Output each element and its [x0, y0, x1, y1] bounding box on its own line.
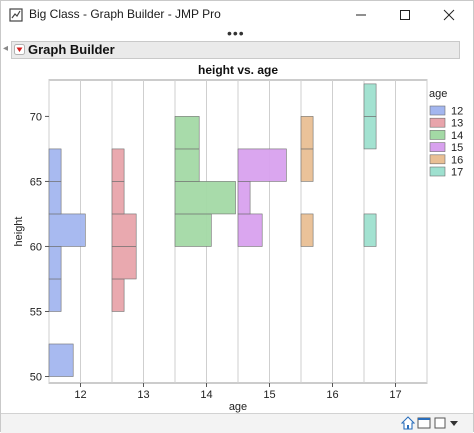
maximize-icon	[400, 10, 410, 20]
histogram-bar-12	[48, 181, 62, 215]
more-options-button[interactable]: •••	[227, 25, 245, 41]
y-axis-label: height	[13, 217, 25, 247]
outline-collapse-arrow[interactable]: ◂	[3, 43, 9, 54]
outline-title[interactable]: Graph Builder	[28, 42, 115, 57]
home-icon[interactable]	[401, 416, 415, 430]
legend-swatch	[429, 142, 446, 152]
legend-label: 17	[451, 167, 463, 179]
histogram-bar-17	[363, 83, 377, 117]
histogram-bar-12	[48, 213, 86, 247]
outline-header	[11, 41, 460, 59]
x-tick-label: 14	[200, 389, 212, 401]
chart-title: height vs. age	[198, 63, 278, 77]
legend-swatch	[429, 105, 446, 116]
histogram-bar-15	[237, 213, 263, 247]
histogram-bar-14	[174, 148, 200, 182]
maximize-button[interactable]	[383, 1, 427, 29]
x-axis-label: age	[229, 401, 247, 413]
legend-swatch	[429, 117, 446, 128]
histogram-bar-13	[111, 278, 125, 312]
histogram-bar-14	[174, 116, 200, 150]
x-tick-label: 16	[326, 389, 338, 401]
legend-swatch	[429, 130, 446, 140]
y-tick-label: 65	[30, 176, 42, 188]
legend-label: 15	[451, 142, 463, 154]
histogram-bar-14	[174, 213, 212, 247]
minimize-button[interactable]	[339, 1, 383, 29]
y-tick-label: 50	[30, 371, 42, 383]
histogram-bar-14	[174, 181, 236, 215]
jmp-app-icon	[9, 8, 23, 22]
window-select-icon[interactable]	[433, 416, 447, 430]
y-tick-label: 70	[30, 111, 42, 123]
x-tick-label: 13	[137, 389, 149, 401]
x-tick-label: 15	[263, 389, 275, 401]
histogram-bar-15	[237, 181, 251, 215]
histogram-bar-12	[48, 343, 74, 377]
window-title: Big Class - Graph Builder - JMP Pro	[29, 7, 221, 21]
histogram-bar-13	[111, 246, 137, 280]
histogram-bar-15	[237, 148, 287, 182]
legend-title: age	[429, 88, 447, 100]
histogram-bar-13	[111, 213, 137, 247]
legend-swatch	[429, 166, 446, 177]
y-tick-label: 55	[30, 306, 42, 318]
legend-label: 13	[451, 118, 463, 130]
red-triangle-menu-icon[interactable]	[14, 44, 25, 55]
minimize-icon	[356, 14, 366, 16]
histogram-bar-13	[111, 181, 125, 215]
dropdown-arrow-icon[interactable]	[447, 416, 461, 430]
histogram-bar-17	[363, 213, 377, 247]
status-bar	[1, 413, 473, 433]
histogram-bar-16	[300, 116, 314, 150]
histogram-bar-12	[48, 278, 62, 312]
title-bar: Big Class - Graph Builder - JMP Pro	[1, 1, 473, 29]
histogram-bar-16	[300, 213, 314, 247]
legend-label: 12	[451, 106, 463, 118]
close-icon	[443, 9, 455, 21]
legend-swatch	[429, 154, 446, 165]
close-button[interactable]	[427, 1, 471, 29]
y-tick-label: 60	[30, 241, 42, 253]
histogram-bar-12	[48, 246, 62, 280]
legend-label: 16	[451, 154, 463, 166]
histogram-bar-17	[363, 116, 377, 150]
x-tick-label: 12	[74, 389, 86, 401]
histogram-bar-12	[48, 148, 62, 182]
x-tick-label: 17	[389, 389, 401, 401]
legend-label: 14	[451, 130, 463, 142]
window-icon[interactable]	[417, 416, 431, 430]
histogram-bar-16	[300, 148, 314, 182]
histogram-bar-13	[111, 148, 125, 182]
